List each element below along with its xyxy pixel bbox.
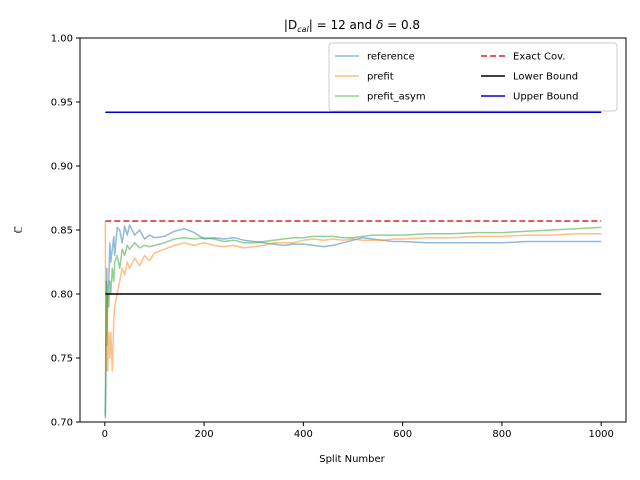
- y-axis: 0.70 0.75 0.80 0.85 0.90 0.95 1.00: [51, 34, 80, 429]
- x-axis-label: Split Number: [319, 454, 385, 465]
- x-tick-label: 600: [393, 429, 412, 440]
- title-prefix: |D: [284, 18, 297, 32]
- legend-label-lower-bound: Lower Bound: [513, 72, 578, 83]
- title-suffix: = 0.8: [383, 18, 420, 32]
- y-tick-label: 0.85: [51, 226, 73, 237]
- y-tick-label: 0.90: [51, 162, 73, 173]
- y-tick-label: 0.75: [51, 354, 73, 365]
- y-tick-label: 0.70: [51, 418, 73, 429]
- x-tick-label: 400: [294, 429, 313, 440]
- legend: reference prefit prefit_asym Exact Cov. Lowe…: [328, 42, 618, 112]
- series-line-prefit-asym: [104, 226, 602, 416]
- series-layer: [104, 111, 602, 419]
- x-tick-label: 0: [102, 429, 108, 440]
- title-middle: | = 12 and: [309, 18, 376, 32]
- x-axis: 0 200 400 600 800 1000: [102, 422, 614, 440]
- y-axis-label: ℂ̅: [14, 226, 25, 234]
- y-tick-label: 1.00: [51, 34, 73, 45]
- legend-box: [328, 42, 618, 112]
- legend-label-reference: reference: [367, 52, 415, 63]
- title-subscript: cal: [297, 25, 309, 34]
- legend-label-prefit: prefit: [367, 72, 394, 83]
- x-tick-label: 200: [195, 429, 214, 440]
- legend-label-exact-cov: Exact Cov.: [513, 52, 565, 63]
- y-tick-label: 0.80: [51, 290, 73, 301]
- y-tick-label: 0.95: [51, 98, 73, 109]
- plot-area: [79, 37, 627, 423]
- x-tick-label: 1000: [588, 429, 613, 440]
- x-tick-label: 800: [492, 429, 511, 440]
- legend-label-prefit-asym: prefit_asym: [367, 92, 426, 103]
- chart-title: |Dcal| = 12 and δ = 0.8: [284, 18, 420, 34]
- legend-label-upper-bound: Upper Bound: [513, 92, 578, 103]
- title-delta: δ: [376, 18, 383, 32]
- series-line-prefit: [104, 220, 602, 372]
